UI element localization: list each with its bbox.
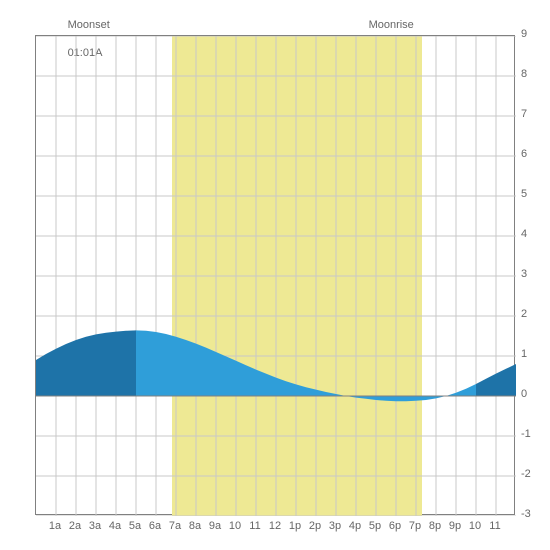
x-tick-label: 2p bbox=[309, 520, 321, 532]
x-tick-label: 11 bbox=[489, 520, 500, 532]
x-tick-label: 9a bbox=[209, 520, 221, 532]
x-tick-label: 10 bbox=[469, 520, 481, 532]
tide-chart: Moonset 01:01A Moonrise 04:04P -3-2-1012… bbox=[0, 0, 550, 550]
x-tick-label: 4p bbox=[349, 520, 361, 532]
x-tick-label: 6p bbox=[389, 520, 401, 532]
y-tick-label: 5 bbox=[521, 188, 527, 200]
chart-svg bbox=[36, 36, 516, 516]
tide-night-am bbox=[36, 330, 136, 396]
x-tick-label: 5a bbox=[129, 520, 141, 532]
x-tick-label: 5p bbox=[369, 520, 381, 532]
y-tick-label: 2 bbox=[521, 308, 527, 320]
y-tick-label: -2 bbox=[521, 468, 531, 480]
y-tick-label: 6 bbox=[521, 148, 527, 160]
x-tick-label: 3a bbox=[89, 520, 101, 532]
x-tick-label: 8a bbox=[189, 520, 201, 532]
y-tick-label: -3 bbox=[521, 508, 531, 520]
x-tick-label: 3p bbox=[329, 520, 341, 532]
x-tick-label: 6a bbox=[149, 520, 161, 532]
x-tick-label: 2a bbox=[69, 520, 81, 532]
y-tick-label: 1 bbox=[521, 348, 527, 360]
x-tick-label: 10 bbox=[229, 520, 241, 532]
x-tick-label: 4a bbox=[109, 520, 121, 532]
x-tick-label: 8p bbox=[429, 520, 441, 532]
y-tick-label: 4 bbox=[521, 228, 527, 240]
x-tick-label: 11 bbox=[249, 520, 260, 532]
x-tick-label: 1p bbox=[289, 520, 301, 532]
y-tick-label: 9 bbox=[521, 28, 527, 40]
x-tick-label: 7a bbox=[169, 520, 181, 532]
x-tick-label: 12 bbox=[269, 520, 281, 532]
y-tick-label: -1 bbox=[521, 428, 531, 440]
y-tick-label: 0 bbox=[521, 388, 527, 400]
moonset-title: Moonset bbox=[68, 19, 110, 31]
y-tick-label: 3 bbox=[521, 268, 527, 280]
x-tick-label: 9p bbox=[449, 520, 461, 532]
moonrise-title: Moonrise bbox=[369, 19, 414, 31]
y-tick-label: 8 bbox=[521, 68, 527, 80]
x-tick-label: 1a bbox=[49, 520, 61, 532]
y-tick-label: 7 bbox=[521, 108, 527, 120]
plot-area bbox=[35, 35, 515, 515]
x-tick-label: 7p bbox=[409, 520, 421, 532]
